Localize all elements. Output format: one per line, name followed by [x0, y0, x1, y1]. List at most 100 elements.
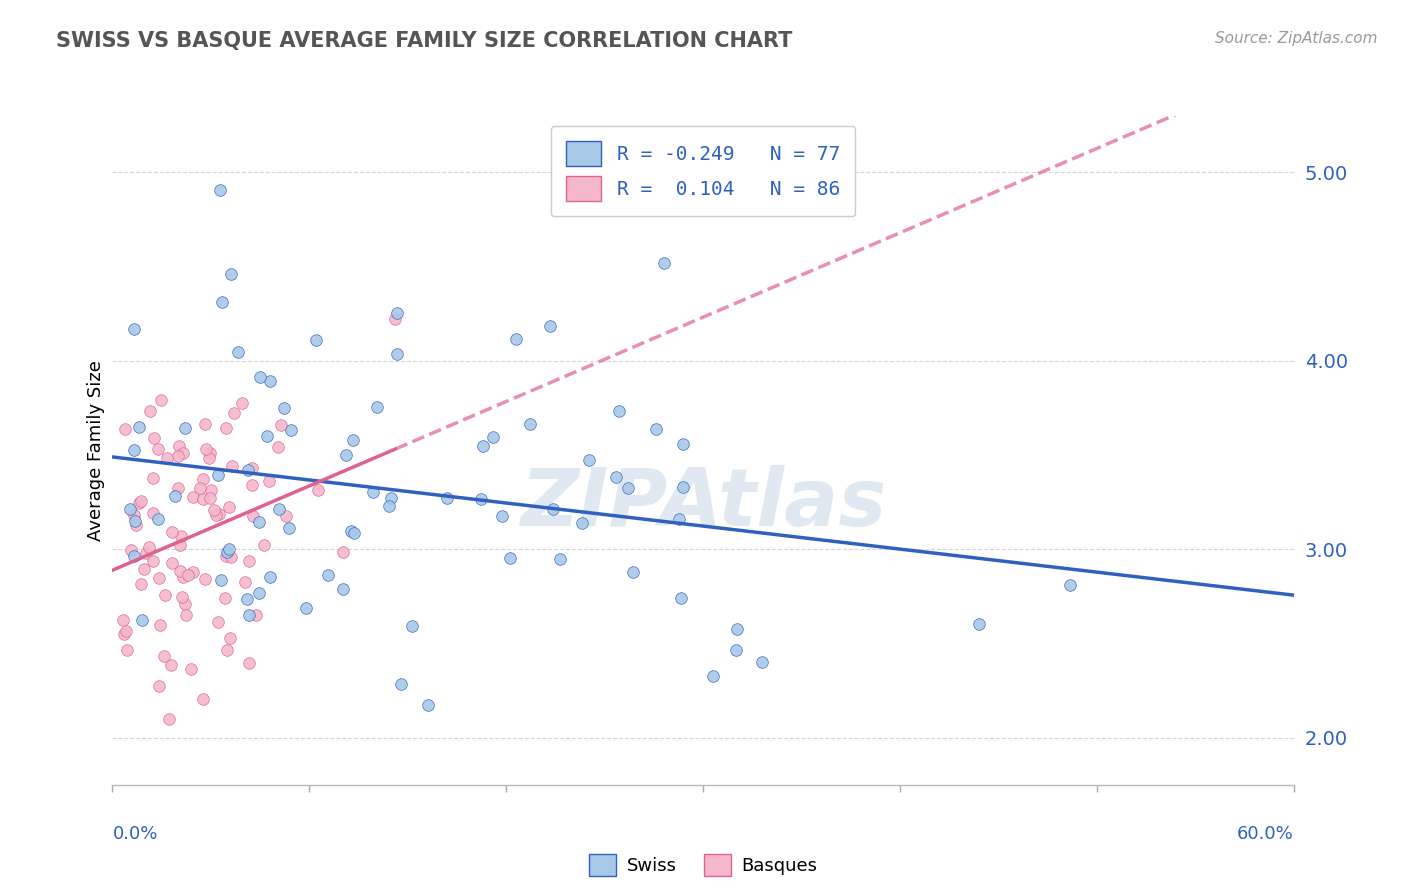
- Point: [240, 461, 263, 475]
- Point: [194, 572, 217, 586]
- Point: [316, 568, 339, 582]
- Point: [401, 619, 423, 633]
- Point: [538, 318, 561, 333]
- Point: [416, 698, 439, 712]
- Point: [176, 608, 198, 623]
- Point: [221, 458, 243, 473]
- Point: [389, 677, 412, 691]
- Point: [165, 489, 187, 503]
- Point: [188, 481, 211, 495]
- Point: [259, 570, 281, 584]
- Point: [470, 491, 492, 506]
- Point: [652, 256, 675, 270]
- Point: [167, 439, 190, 453]
- Point: [148, 571, 170, 585]
- Point: [259, 474, 281, 488]
- Point: [267, 440, 290, 454]
- Y-axis label: Average Family Size: Average Family Size: [87, 360, 105, 541]
- Point: [153, 649, 176, 664]
- Point: [156, 450, 179, 465]
- Point: [191, 472, 214, 486]
- Point: [215, 421, 238, 435]
- Point: [148, 679, 170, 693]
- Point: [124, 514, 146, 528]
- Point: [238, 657, 260, 671]
- Point: [167, 449, 190, 463]
- Point: [128, 496, 150, 510]
- Point: [170, 529, 193, 543]
- Point: [385, 306, 408, 320]
- Text: SWISS VS BASQUE AVERAGE FAMILY SIZE CORRELATION CHART: SWISS VS BASQUE AVERAGE FAMILY SIZE CORR…: [56, 31, 793, 51]
- Point: [295, 601, 318, 615]
- Point: [142, 431, 165, 445]
- Point: [114, 421, 136, 435]
- Point: [702, 668, 724, 682]
- Point: [148, 442, 170, 456]
- Point: [277, 521, 299, 535]
- Point: [209, 573, 232, 587]
- Point: [270, 417, 292, 432]
- Point: [242, 509, 264, 524]
- Point: [342, 433, 364, 447]
- Point: [181, 491, 204, 505]
- Point: [342, 526, 364, 541]
- Point: [472, 439, 495, 453]
- Point: [193, 692, 215, 706]
- Point: [208, 183, 231, 197]
- Point: [167, 481, 190, 495]
- Text: 60.0%: 60.0%: [1237, 825, 1294, 843]
- Point: [238, 463, 260, 477]
- Point: [208, 507, 231, 521]
- Point: [198, 446, 221, 460]
- Point: [550, 551, 572, 566]
- Point: [142, 507, 165, 521]
- Point: [499, 550, 522, 565]
- Point: [200, 483, 222, 497]
- Point: [226, 345, 249, 359]
- Point: [215, 549, 238, 563]
- Point: [139, 403, 162, 417]
- Point: [378, 499, 401, 513]
- Point: [150, 392, 173, 407]
- Point: [645, 422, 668, 436]
- Point: [135, 546, 157, 560]
- Point: [240, 477, 263, 491]
- Point: [153, 589, 176, 603]
- Point: [436, 491, 458, 505]
- Point: [122, 508, 145, 522]
- Point: [273, 401, 295, 416]
- Point: [231, 396, 253, 410]
- Point: [207, 468, 229, 483]
- Point: [198, 451, 221, 466]
- Point: [332, 582, 354, 597]
- Point: [194, 442, 217, 457]
- Point: [162, 525, 184, 540]
- Point: [491, 508, 513, 523]
- Point: [177, 567, 200, 582]
- Point: [211, 295, 233, 310]
- Point: [125, 518, 148, 533]
- Point: [671, 437, 693, 451]
- Point: [305, 334, 328, 348]
- Point: [623, 565, 645, 579]
- Point: [214, 591, 236, 605]
- Point: [120, 542, 142, 557]
- Point: [543, 502, 565, 516]
- Point: [207, 615, 229, 630]
- Point: [238, 554, 260, 568]
- Point: [174, 421, 197, 435]
- Point: [191, 492, 214, 507]
- Point: [134, 562, 156, 576]
- Point: [481, 430, 503, 444]
- Point: [366, 400, 388, 414]
- Point: [112, 613, 135, 627]
- Point: [202, 503, 225, 517]
- Point: [236, 591, 259, 606]
- Point: [114, 627, 136, 641]
- Point: [247, 586, 270, 600]
- Point: [149, 617, 172, 632]
- Point: [174, 597, 197, 611]
- Point: [160, 556, 183, 570]
- Point: [169, 538, 191, 552]
- Point: [146, 512, 169, 526]
